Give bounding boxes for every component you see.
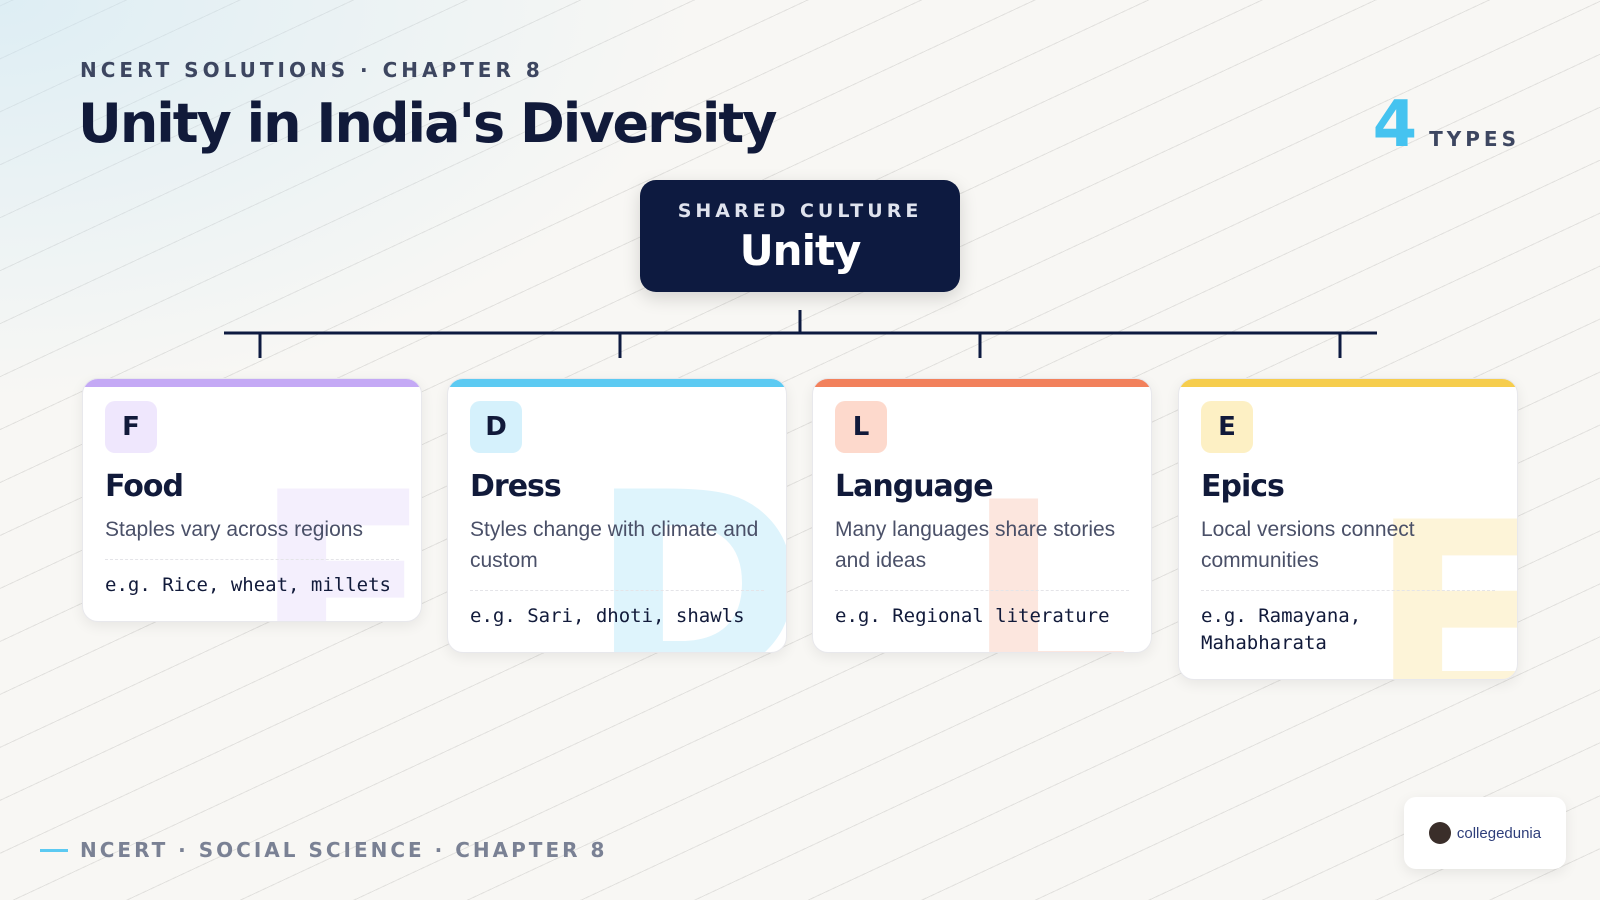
card-title: Epics bbox=[1201, 469, 1285, 504]
card-title: Food bbox=[105, 469, 184, 504]
counter-label: TYPES bbox=[1429, 127, 1520, 151]
card-badge: D bbox=[470, 401, 522, 453]
card-text: Styles change with climate and custom bbox=[470, 514, 764, 591]
counter: 4 TYPES bbox=[1373, 88, 1520, 162]
card-watermark: D bbox=[590, 438, 787, 653]
counter-number: 4 bbox=[1372, 88, 1418, 162]
footer-text: NCERT · SOCIAL SCIENCE · CHAPTER 8 bbox=[80, 838, 608, 862]
logo-icon bbox=[1428, 822, 1451, 844]
card-title: Language bbox=[835, 469, 994, 504]
card-text: Staples vary across regions bbox=[105, 514, 399, 560]
root-label: Unity bbox=[739, 226, 862, 275]
footer: NCERT · SOCIAL SCIENCE · CHAPTER 8 bbox=[40, 838, 607, 862]
card-text: Local versions connect communities bbox=[1201, 514, 1495, 591]
card-badge: F bbox=[105, 401, 157, 453]
root-kicker: SHARED CULTURE bbox=[677, 200, 923, 222]
card-watermark: L bbox=[965, 448, 1131, 653]
footer-dash bbox=[40, 848, 68, 852]
card-example: e.g. Sari, dhoti, shawls bbox=[470, 605, 745, 627]
header-kicker: NCERT SOLUTIONS · CHAPTER 8 bbox=[80, 58, 544, 82]
root-node: SHARED CULTURE Unity bbox=[640, 180, 960, 292]
card-example: e.g. Rice, wheat, millets bbox=[105, 574, 391, 596]
card-badge: E bbox=[1201, 401, 1253, 453]
card-text: Many languages share stories and ideas bbox=[835, 514, 1129, 591]
card-example: e.g. Regional literature bbox=[835, 605, 1110, 627]
card: D D Dress Styles change with climate and cu… bbox=[447, 378, 787, 653]
card-badge: L bbox=[835, 401, 887, 453]
card: E E Epics Local versions connect communitie… bbox=[1178, 378, 1518, 680]
card: L L Language Many languages share stories a… bbox=[812, 378, 1152, 653]
card: F F Food Staples vary across regions e.g. Ri… bbox=[82, 378, 422, 622]
header-title: Unity in India's Diversity bbox=[78, 92, 777, 155]
logo-text: collegedunia bbox=[1456, 824, 1542, 842]
card-watermark: F bbox=[253, 438, 422, 622]
logo: collegedunia bbox=[1404, 797, 1566, 869]
card-example: e.g. Ramayana, Mahabharata bbox=[1201, 605, 1362, 654]
card-title: Dress bbox=[470, 469, 562, 504]
card-watermark: E bbox=[1369, 489, 1517, 679]
